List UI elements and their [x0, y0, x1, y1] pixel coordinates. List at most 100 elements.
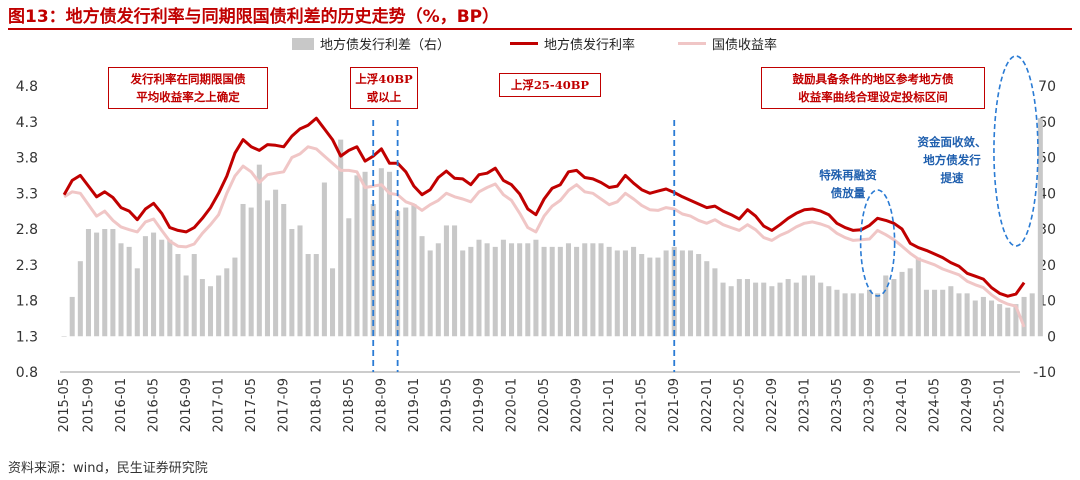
y-right-tick-label: -10 — [1033, 365, 1056, 381]
spread-bar — [175, 254, 181, 337]
source-note: 资料来源：wind，民生证券研究院 — [8, 461, 208, 476]
spread-bar — [891, 279, 897, 337]
x-tick-label: 2016-05 — [147, 378, 162, 432]
spread-bar — [256, 164, 262, 337]
spread-bar — [1013, 304, 1019, 337]
spread-bar — [777, 282, 783, 337]
x-tick-label: 2021-01 — [602, 378, 617, 432]
spread-bar — [419, 236, 425, 337]
spread-bar — [264, 200, 270, 337]
highlight-ellipse — [993, 55, 1039, 247]
x-tick-label: 2016-09 — [179, 378, 194, 432]
legend-item-treasury: 国债收益率 — [678, 34, 777, 53]
y-left-tick-label: 2.8 — [16, 222, 38, 238]
x-tick-label: 2022-05 — [732, 378, 747, 432]
x-tick-label: 2023-09 — [862, 378, 877, 432]
spread-bar — [248, 207, 254, 337]
spread-bar — [810, 275, 816, 337]
spread-bar — [94, 232, 100, 337]
spread-bar — [411, 203, 417, 337]
spread-bar — [997, 304, 1003, 337]
x-tick-label: 2022-09 — [765, 378, 780, 432]
spread-bar — [940, 289, 946, 337]
spread-bar — [606, 246, 612, 337]
spread-bar — [118, 243, 124, 337]
x-tick-label: 2024-09 — [960, 378, 975, 432]
spread-bar — [590, 243, 596, 337]
spread-bar — [826, 286, 832, 337]
spread-bar — [801, 275, 807, 337]
x-tick-label: 2019-09 — [472, 378, 487, 432]
x-tick-label: 2025-01 — [993, 378, 1008, 432]
spread-bar — [907, 268, 913, 337]
x-tick-label: 2024-01 — [895, 378, 910, 432]
annotation-box-40bp: 上浮40BP 或以上 — [350, 67, 418, 109]
spread-bar — [769, 286, 775, 337]
spread-bar — [785, 279, 791, 337]
spread-bar — [744, 279, 750, 337]
spread-bar — [565, 243, 571, 337]
y-left-tick-label: 2.3 — [16, 258, 38, 274]
spread-bar — [622, 250, 628, 337]
legend-label-treasury: 国债收益率 — [712, 38, 778, 53]
spread-bar — [460, 250, 466, 337]
spread-bar — [574, 246, 580, 337]
spread-bar — [224, 268, 230, 337]
x-tick-label: 2018-09 — [374, 378, 389, 432]
spread-bar — [1005, 307, 1011, 337]
spread-bar — [663, 250, 669, 337]
legend-swatch-pink-line — [678, 42, 706, 45]
spread-bar — [1029, 293, 1035, 337]
spread-bar — [102, 229, 108, 337]
spread-bar — [1021, 296, 1027, 337]
spread-bar — [232, 257, 238, 337]
spread-bar — [899, 271, 905, 337]
issue-rate-line — [62, 116, 1026, 298]
y-left-tick-label: 3.3 — [16, 186, 38, 202]
spread-bar — [541, 246, 547, 337]
x-tick-label: 2020-01 — [505, 378, 520, 432]
y-left-tick-label: 4.8 — [16, 79, 38, 95]
spread-bar — [500, 239, 506, 337]
x-tick-label: 2017-09 — [277, 378, 292, 432]
y-left-tick-label: 3.8 — [16, 151, 38, 167]
x-tick-label: 2019-01 — [407, 378, 422, 432]
spread-bar — [956, 293, 962, 337]
legend-label-issue-rate: 地方债发行利率 — [544, 38, 636, 53]
spread-bar — [533, 239, 539, 337]
spread-bar — [484, 243, 490, 337]
highlight-ellipse — [859, 189, 896, 297]
spread-bar — [403, 207, 409, 337]
spread-bar — [427, 250, 433, 337]
spread-bar — [468, 246, 474, 337]
spread-bar — [183, 275, 189, 337]
y-left-tick-label: 1.3 — [16, 329, 38, 345]
x-tick-label: 2022-01 — [700, 378, 715, 432]
spread-bar — [191, 254, 197, 337]
spread-bar — [69, 296, 75, 337]
annotation-box-25-40bp: 上浮25-40BP — [499, 73, 601, 97]
x-tick-label: 2023-05 — [830, 378, 845, 432]
spread-bar — [631, 246, 637, 337]
spread-bar — [126, 246, 132, 337]
spread-bar — [281, 203, 287, 337]
spread-bar — [989, 300, 995, 337]
spread-bar — [948, 286, 954, 337]
spread-bar — [793, 282, 799, 337]
spread-bar — [240, 203, 246, 337]
spread-bar — [679, 250, 685, 337]
legend: 地方债发行利差（右） 地方债发行利率 国债收益率 — [0, 34, 1080, 56]
x-tick-label: 2021-05 — [635, 378, 650, 432]
spread-bar — [492, 246, 498, 337]
spread-bar — [639, 254, 645, 337]
x-tick-label: 2017-05 — [244, 378, 259, 432]
spread-bar — [736, 279, 742, 337]
x-tick-label: 2019-05 — [439, 378, 454, 432]
spread-bar — [1037, 118, 1043, 337]
y-right-tick-label: 70 — [1038, 79, 1056, 95]
spread-bar — [134, 268, 140, 337]
x-tick-label: 2021-09 — [667, 378, 682, 432]
spread-bar — [598, 243, 604, 337]
spread-bar — [167, 239, 173, 337]
